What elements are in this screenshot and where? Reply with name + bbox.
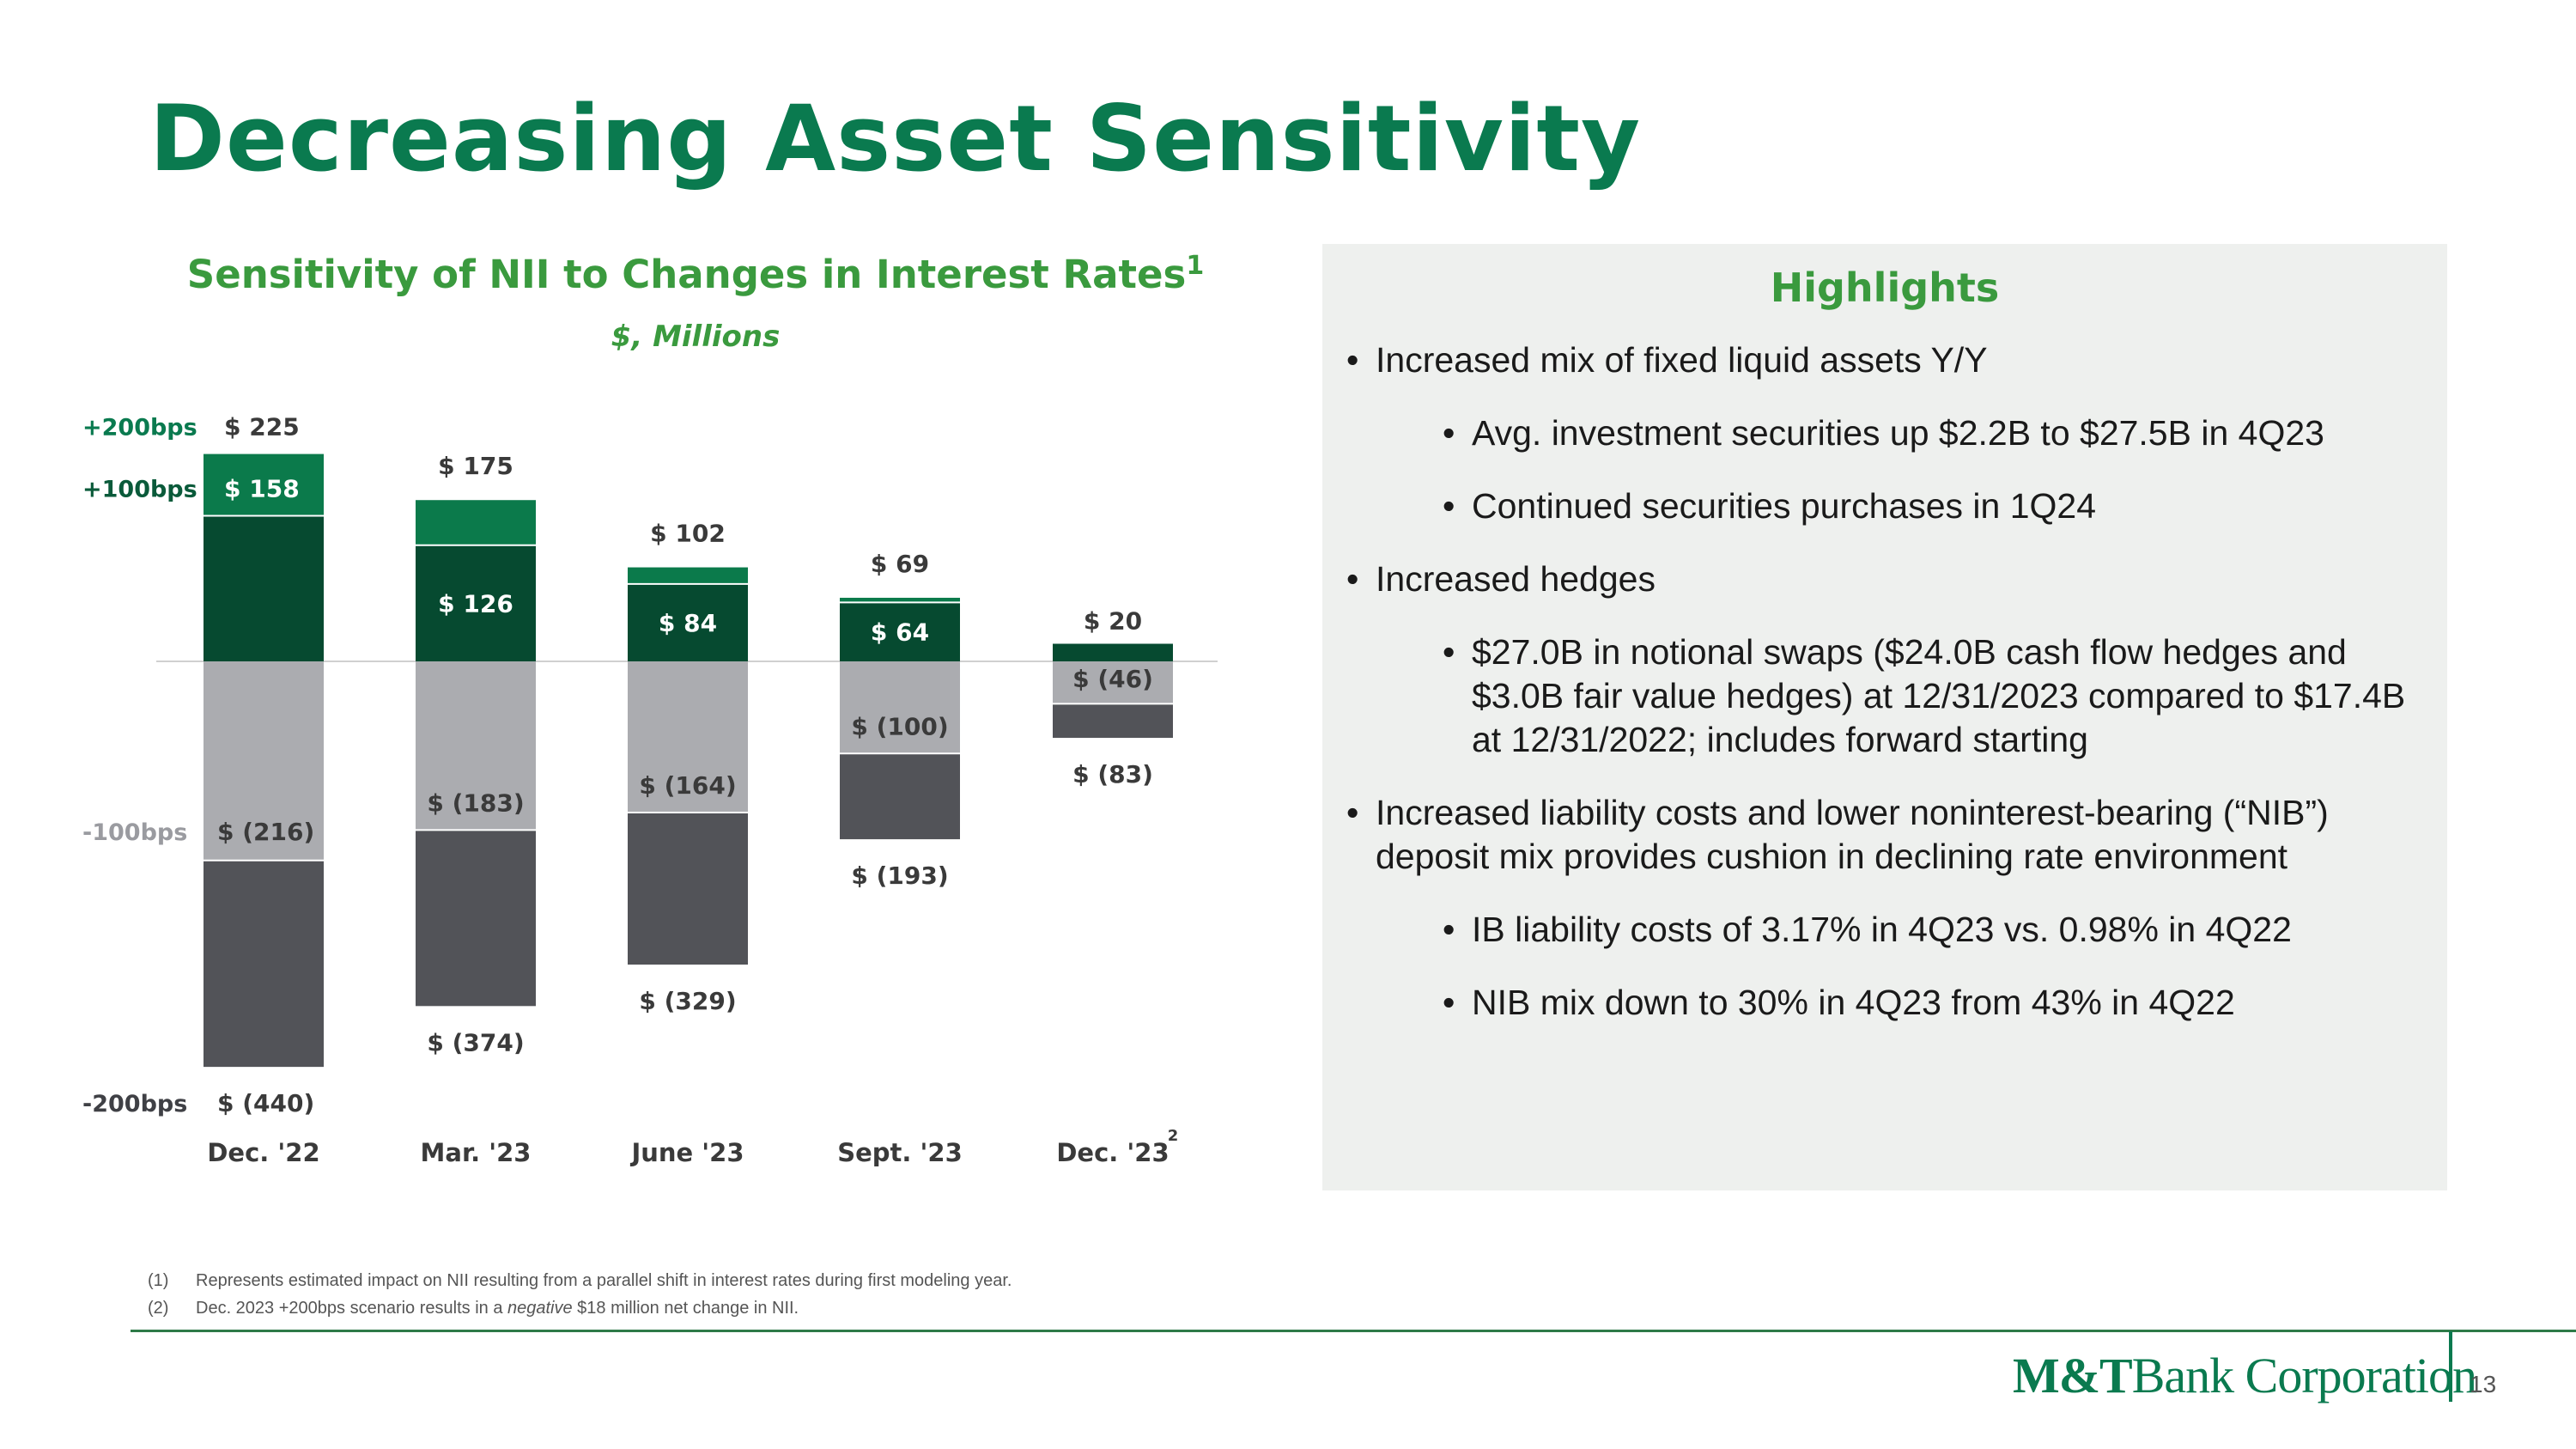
- bar-plus100-segment: [416, 545, 536, 661]
- bar-plus200-segment: [840, 597, 960, 603]
- data-label-plus200: $ 175: [438, 452, 513, 480]
- data-label-minus200: $ (374): [427, 1028, 524, 1056]
- bar-minus100-segment: [1053, 661, 1173, 704]
- footnote-1: (1) Represents estimated impact on NII re…: [148, 1267, 1012, 1294]
- footnote-text-end: $18 million net change in NII.: [572, 1299, 799, 1318]
- bar-minus200-segment: [1053, 703, 1173, 739]
- highlight-bullet-level1: Increased mix of fixed liquid assets Y/Y: [1340, 338, 2430, 382]
- x-axis-tick-footnote-ref: 2: [1168, 1127, 1179, 1145]
- bar-minus200-segment: [416, 830, 536, 1007]
- chart-title: Sensitivity of NII to Changes in Interes…: [155, 251, 1236, 297]
- x-axis-tick-label: Dec. '23: [1056, 1138, 1169, 1167]
- bar-minus100-segment: [628, 661, 748, 813]
- footnote-number: (2): [148, 1299, 169, 1318]
- footer-rule: [131, 1330, 2576, 1332]
- footnote-number: (1): [148, 1271, 169, 1290]
- bar-plus100-segment: [204, 515, 324, 661]
- data-label-minus200: $ (83): [1072, 760, 1153, 788]
- data-label-minus200: $ (440): [217, 1089, 314, 1117]
- data-label-minus200: $ (193): [851, 861, 948, 890]
- highlights-panel: Highlights Increased mix of fixed liquid…: [1322, 244, 2447, 1190]
- data-label-plus200: $ 20: [1084, 607, 1142, 636]
- highlight-bullet-level1: Increased liability costs and lower noni…: [1340, 791, 2430, 879]
- bar-plus100-segment: [1053, 642, 1173, 661]
- scenario-label: -100bps: [82, 819, 187, 846]
- footnote-2: (2) Dec. 2023 +200bps scenario results in…: [148, 1294, 1012, 1322]
- highlights-list: Increased mix of fixed liquid assets Y/Y…: [1340, 338, 2430, 1054]
- data-label-minus200: $ (329): [639, 987, 736, 1015]
- bar-minus200-segment: [840, 753, 960, 840]
- data-label-plus200: $ 225: [224, 413, 300, 441]
- bar-plus200-segment: [416, 500, 536, 545]
- scenario-label: +100bps: [82, 476, 197, 502]
- data-label-minus100: $ (46): [1072, 665, 1153, 693]
- bar-plus200-segment: [628, 567, 748, 584]
- highlights-title: Highlights: [1770, 265, 2000, 311]
- highlight-bullet-level2: Avg. investment securities up $2.2B to $…: [1436, 411, 2430, 455]
- bar-minus100-segment: [204, 661, 324, 861]
- bar-plus100-segment: [840, 602, 960, 661]
- footnote-text-italic: negative: [507, 1299, 573, 1318]
- scenario-label: -200bps: [82, 1091, 187, 1117]
- data-label-minus100: $ (183): [427, 788, 524, 817]
- footer-divider: [2449, 1331, 2452, 1402]
- data-label-plus200: $ 102: [650, 520, 726, 548]
- bar-minus200-segment: [628, 812, 748, 965]
- data-label-plus100: $ 64: [871, 618, 929, 647]
- chart-title-text: Sensitivity of NII to Changes in Interes…: [186, 252, 1187, 297]
- footnote-text: Represents estimated impact on NII resul…: [196, 1271, 1012, 1290]
- data-label-minus100: $ (216): [217, 818, 314, 846]
- data-label-plus100: $ 126: [438, 589, 513, 618]
- scenario-label: +200bps: [82, 415, 197, 441]
- bar-minus100-segment: [416, 661, 536, 831]
- chart-subtitle: $, Millions: [611, 320, 781, 354]
- data-label-minus100: $ (100): [851, 712, 948, 740]
- highlight-bullet-level2: $27.0B in notional swaps ($24.0B cash fl…: [1436, 630, 2430, 762]
- company-logo: M&TBank Corporation: [2013, 1347, 2477, 1404]
- x-axis-tick-label: Dec. '22: [207, 1138, 319, 1167]
- bar-minus200-segment: [204, 860, 324, 1068]
- footnotes: (1) Represents estimated impact on NII re…: [148, 1267, 1012, 1322]
- bar-plus200-segment: [204, 454, 324, 516]
- logo-brand: M&T: [2013, 1348, 2133, 1403]
- x-axis-tick-label: Mar. '23: [421, 1138, 532, 1167]
- highlight-bullet-level2: NIB mix down to 30% in 4Q23 from 43% in …: [1436, 981, 2430, 1025]
- highlight-bullet-level1: Increased hedges: [1340, 557, 2430, 601]
- x-axis-tick-label: Sept. '23: [837, 1138, 963, 1167]
- data-label-plus100: $ 84: [659, 609, 717, 637]
- data-label-plus100: $ 158: [224, 474, 300, 502]
- data-label-plus200: $ 69: [871, 550, 929, 578]
- highlight-bullet-level2: IB liability costs of 3.17% in 4Q23 vs. …: [1436, 908, 2430, 952]
- page-title: Decreasing Asset Sensitivity: [149, 86, 1642, 192]
- logo-text: Bank Corporation: [2131, 1348, 2477, 1403]
- footnote-text: Dec. 2023 +200bps scenario results in a: [196, 1299, 507, 1318]
- bar-minus100-segment: [840, 661, 960, 754]
- highlight-bullet-level2: Continued securities purchases in 1Q24: [1436, 484, 2430, 528]
- nii-sensitivity-chart: $ 225 $ 158 $ (216) $ (440) Dec. '22 $ 175 $ 1…: [82, 413, 1218, 1167]
- bar-plus100-segment: [628, 583, 748, 661]
- x-axis-tick-label: June '23: [629, 1138, 744, 1167]
- chart-title-footnote-ref: 1: [1186, 251, 1205, 281]
- page-number: 13: [2470, 1371, 2497, 1397]
- data-label-minus100: $ (164): [639, 771, 736, 800]
